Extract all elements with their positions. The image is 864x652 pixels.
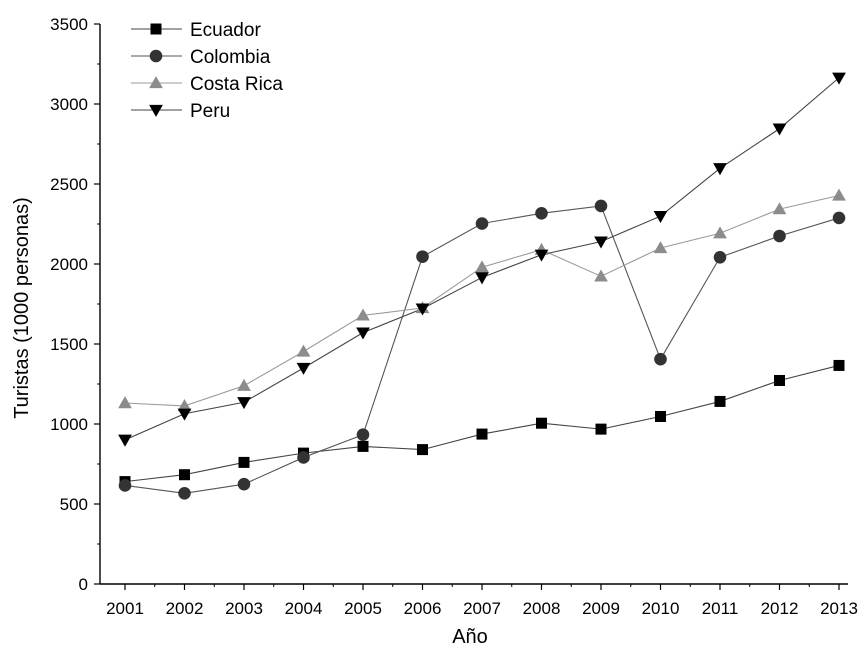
- data-point: [832, 188, 846, 201]
- series-line: [124, 364, 840, 483]
- data-point: [655, 410, 666, 422]
- x-tick-label: 2001: [106, 599, 144, 618]
- data-point: [237, 378, 251, 391]
- data-point: [177, 408, 192, 421]
- series-line: [124, 77, 840, 441]
- data-point: [713, 163, 727, 176]
- series-line: [124, 205, 840, 494]
- x-tick-label: 2013: [820, 599, 858, 618]
- data-point: [296, 362, 311, 375]
- data-point: [653, 241, 668, 254]
- data-point: [475, 260, 489, 273]
- x-ticks: 2001 2002 2003 2004 2005 2006 2007 2008 2009 2010…: [106, 584, 858, 618]
- data-point: [536, 417, 547, 429]
- data-point: [177, 399, 192, 412]
- x-tick-label: 2011: [702, 599, 739, 618]
- data-point: [237, 477, 251, 491]
- data-point: [356, 308, 370, 321]
- data-point: [772, 202, 787, 215]
- y-tick-label: 3500: [50, 15, 88, 34]
- data-point: [475, 217, 489, 230]
- x-tick-label: 2006: [404, 599, 442, 618]
- data-point: [416, 250, 429, 263]
- data-point: [772, 123, 787, 136]
- series-markers: [118, 72, 846, 500]
- data-point: [118, 396, 132, 409]
- x-tick-label: 2008: [523, 599, 561, 618]
- data-point: [654, 352, 667, 366]
- legend-marker: [150, 23, 162, 35]
- y-tick-label: 3000: [50, 95, 88, 114]
- legend-marker: [149, 76, 163, 89]
- data-point: [594, 199, 608, 213]
- data-point: [118, 479, 132, 492]
- legend-label: Colombia: [190, 47, 271, 68]
- data-point: [179, 469, 190, 481]
- x-tick-label: 2010: [642, 599, 680, 618]
- y-tick-label: 1000: [50, 415, 88, 434]
- data-point: [356, 428, 370, 442]
- data-point: [476, 428, 488, 440]
- data-point: [237, 397, 251, 410]
- x-tick-label: 2005: [344, 599, 382, 618]
- y-ticks: 0 500 1000 1500 2000 2500 3000 3500: [50, 15, 100, 594]
- y-tick-label: 2500: [50, 175, 88, 194]
- data-point: [475, 272, 489, 285]
- legend: Ecuador Colombia Costa Rica Peru: [131, 20, 283, 122]
- data-point: [774, 374, 785, 386]
- y-tick-label: 0: [79, 575, 88, 594]
- y-axis-label: Turistas (1000 personas): [11, 197, 33, 419]
- x-tick-label: 2009: [582, 599, 620, 618]
- x-tick-label: 2003: [225, 599, 263, 618]
- data-point: [653, 211, 668, 224]
- data-point: [178, 486, 191, 500]
- data-point: [595, 423, 607, 435]
- x-tick-label: 2004: [285, 599, 323, 618]
- data-point: [415, 303, 430, 316]
- x-tick-label: 2007: [463, 599, 501, 618]
- legend-label: Ecuador: [190, 20, 261, 41]
- data-point: [594, 236, 608, 249]
- y-tick-label: 2000: [50, 255, 88, 274]
- data-point: [832, 72, 846, 85]
- data-point: [594, 269, 608, 282]
- x-tick-label: 2012: [761, 599, 799, 618]
- data-point: [534, 249, 549, 262]
- data-point: [714, 395, 726, 407]
- data-point: [832, 211, 846, 225]
- legend-marker: [149, 49, 163, 63]
- data-point: [238, 456, 250, 468]
- data-point: [417, 444, 428, 456]
- data-point: [297, 451, 310, 464]
- x-tick-label: 2002: [166, 599, 204, 618]
- data-point: [535, 206, 548, 220]
- data-point: [713, 226, 727, 239]
- data-point: [296, 344, 311, 357]
- data-point: [356, 327, 370, 340]
- x-axis-label: Año: [452, 626, 488, 648]
- data-point: [833, 359, 845, 371]
- data-point: [713, 250, 727, 264]
- legend-label: Costa Rica: [190, 74, 283, 95]
- legend-marker: [149, 104, 163, 117]
- data-point: [118, 434, 132, 447]
- data-point: [773, 229, 786, 243]
- y-tick-label: 1500: [50, 335, 88, 354]
- y-tick-label: 500: [60, 495, 88, 514]
- data-point: [357, 440, 369, 452]
- legend-label: Peru: [190, 101, 230, 122]
